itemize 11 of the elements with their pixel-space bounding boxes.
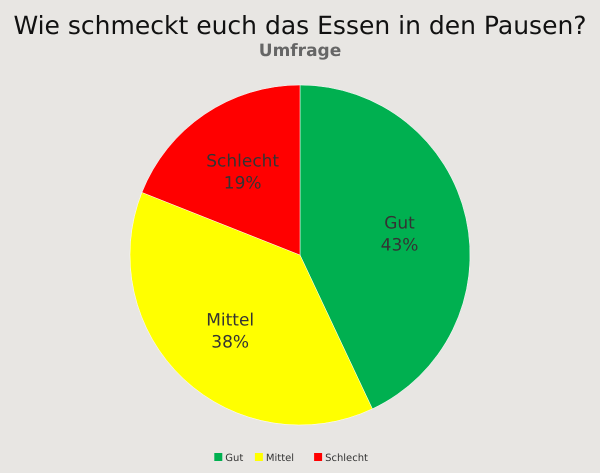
legend-label: Gut (225, 453, 244, 464)
chart-title: Wie schmeckt euch das Essen in den Pausen? (13, 11, 587, 40)
data-label: 38% (211, 332, 250, 352)
legend-label: Mittel (266, 453, 294, 464)
legend-label: Schlecht (325, 453, 368, 464)
chart-subtitle: Umfrage (258, 41, 342, 61)
data-label: 19% (224, 174, 262, 194)
data-label: 43% (380, 236, 418, 256)
slice-label: Schlecht (206, 152, 280, 172)
slice-label: Gut (384, 214, 416, 234)
slice-label: Mittel (206, 310, 254, 330)
